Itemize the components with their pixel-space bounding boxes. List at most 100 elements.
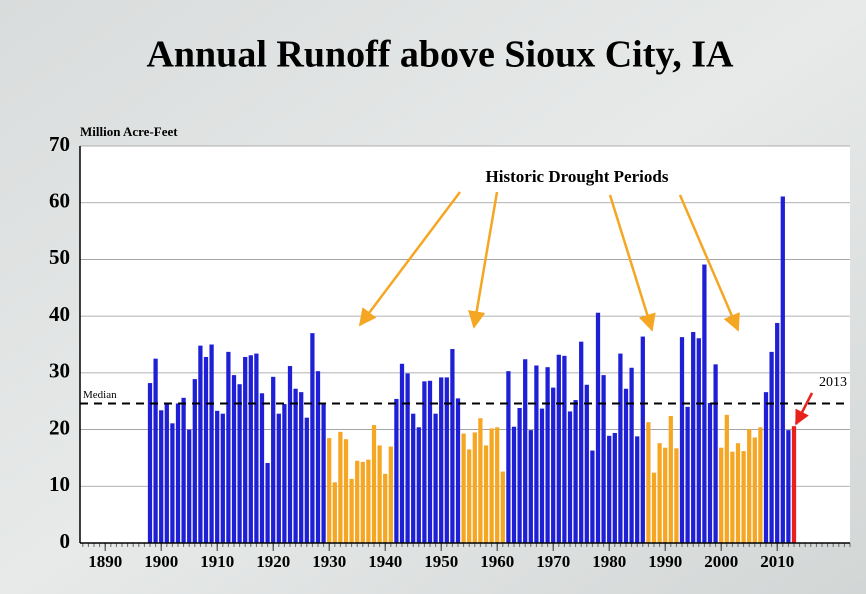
bar xyxy=(528,430,533,543)
bar xyxy=(377,445,382,543)
y-tick-label: 60 xyxy=(49,189,70,213)
bar xyxy=(153,358,158,543)
x-tick-label: 1970 xyxy=(536,552,570,571)
bar xyxy=(551,387,556,543)
x-tick-label: 2000 xyxy=(704,552,738,571)
bar xyxy=(545,367,550,543)
bar xyxy=(259,393,265,543)
bar xyxy=(635,436,640,543)
bar xyxy=(226,351,231,543)
y-tick-label: 0 xyxy=(60,529,71,553)
bar xyxy=(276,413,281,543)
x-tick-label: 1960 xyxy=(480,552,514,571)
bar xyxy=(231,375,237,543)
bar xyxy=(478,418,483,543)
bar xyxy=(371,425,377,543)
bar xyxy=(629,367,634,543)
annotation: 2013 xyxy=(819,375,847,390)
bar xyxy=(394,398,399,543)
bar xyxy=(556,354,561,543)
bar xyxy=(405,373,410,543)
bar xyxy=(243,356,248,543)
bar xyxy=(360,461,365,543)
median-label: Median xyxy=(83,389,117,401)
bar xyxy=(399,363,405,543)
y-tick-label: 20 xyxy=(49,415,70,439)
bar xyxy=(327,438,332,543)
annotation-bg xyxy=(466,165,686,189)
bar xyxy=(304,417,309,543)
bar xyxy=(668,415,673,543)
bar xyxy=(332,482,337,543)
bar xyxy=(422,381,427,543)
bar xyxy=(640,336,645,543)
bar xyxy=(310,333,315,543)
bar xyxy=(562,355,567,543)
bar xyxy=(467,449,472,543)
bar xyxy=(265,463,270,543)
bar xyxy=(433,413,438,543)
bar xyxy=(752,437,757,543)
bar xyxy=(444,377,449,543)
bar xyxy=(601,375,606,543)
bar xyxy=(679,337,685,543)
bar xyxy=(663,447,668,543)
x-tick-label: 2010 xyxy=(760,552,794,571)
arrow xyxy=(468,191,499,329)
bar xyxy=(696,338,701,543)
bar xyxy=(455,398,461,543)
y-tick-label: 50 xyxy=(49,245,70,269)
bar xyxy=(164,403,169,543)
arrow-2013 xyxy=(794,392,814,426)
y-axis-label: Million Acre-Feet xyxy=(80,124,178,139)
bar xyxy=(349,478,354,543)
bar xyxy=(595,312,601,543)
bar xyxy=(719,447,724,543)
bar xyxy=(735,443,741,543)
bar xyxy=(282,404,287,543)
bar xyxy=(181,397,186,543)
bar xyxy=(573,400,578,543)
bar xyxy=(674,448,679,543)
bar xyxy=(646,422,651,543)
arrow xyxy=(608,194,656,332)
bar xyxy=(299,392,304,543)
y-tick-label: 10 xyxy=(49,472,70,496)
bar xyxy=(147,383,153,543)
bar xyxy=(511,426,517,543)
bar xyxy=(220,413,225,543)
bar xyxy=(472,432,477,543)
chart-title: Annual Runoff above Sioux City, IA xyxy=(146,34,734,76)
bar xyxy=(287,366,293,543)
x-tick-label: 1920 xyxy=(256,552,290,571)
y-tick-label: 30 xyxy=(49,359,70,383)
bar xyxy=(685,406,690,543)
y-tick-label: 70 xyxy=(49,132,70,156)
bar xyxy=(427,380,433,543)
bar xyxy=(763,392,769,543)
bar xyxy=(170,423,175,543)
bar xyxy=(506,371,511,543)
bar xyxy=(713,364,718,543)
bar xyxy=(187,429,192,543)
bar xyxy=(702,264,707,543)
bar xyxy=(741,451,746,543)
bar xyxy=(366,459,371,543)
x-tick-label: 1890 xyxy=(88,552,122,571)
arrow xyxy=(358,191,461,327)
bar xyxy=(388,446,393,543)
bar xyxy=(786,430,791,543)
bar xyxy=(517,408,522,543)
bar xyxy=(450,349,455,543)
bar xyxy=(523,359,528,543)
bar xyxy=(534,365,539,543)
bar xyxy=(355,460,360,543)
annotation: Historic Drought Periods xyxy=(486,167,669,186)
bar xyxy=(411,413,416,543)
bar xyxy=(159,410,164,543)
bar xyxy=(579,341,584,543)
bar xyxy=(775,322,780,543)
y-tick-label: 40 xyxy=(49,302,70,326)
x-tick-label: 1950 xyxy=(424,552,458,571)
